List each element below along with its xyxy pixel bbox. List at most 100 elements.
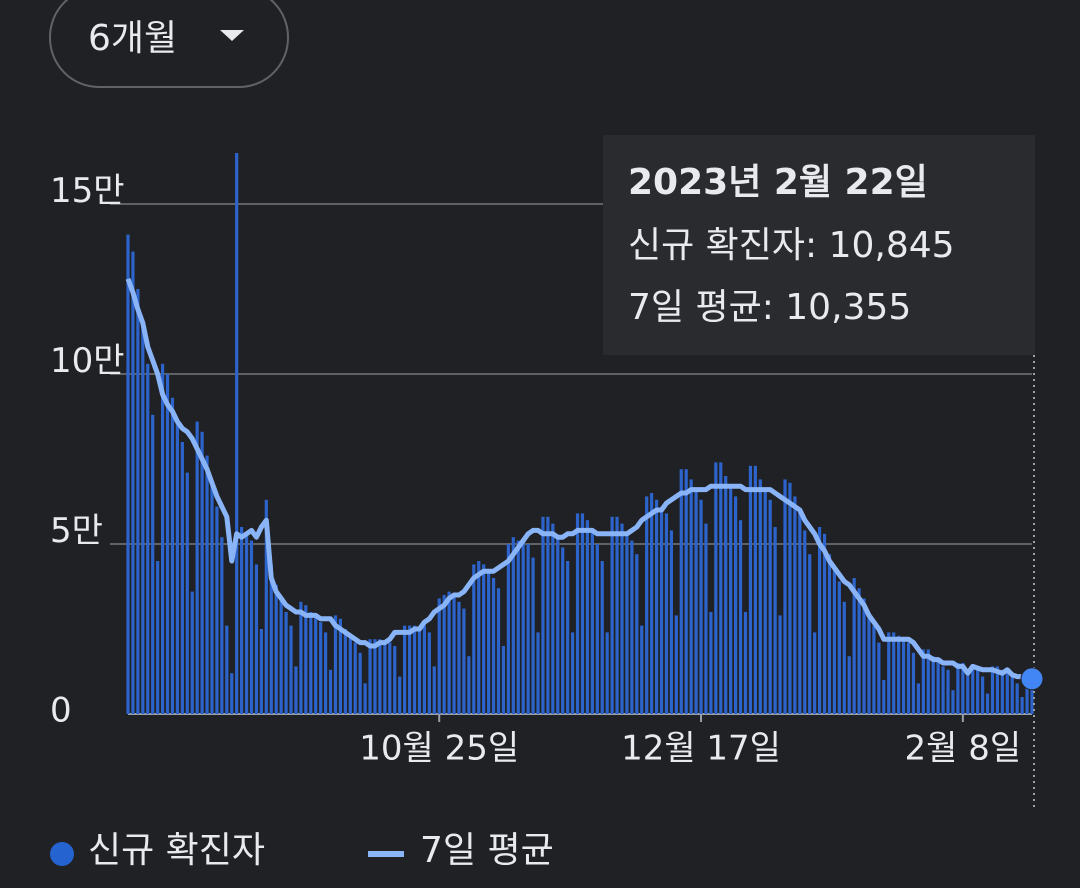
bar	[506, 544, 510, 714]
bar	[235, 153, 239, 714]
bar	[442, 595, 446, 714]
hover-point	[1020, 667, 1044, 691]
tooltip-line: 7일 평균: 10,355	[628, 287, 911, 328]
bar	[1010, 676, 1014, 714]
bar	[160, 363, 165, 714]
bar	[477, 561, 481, 714]
period-selector[interactable]	[49, 0, 289, 88]
bar	[897, 635, 901, 714]
bar	[808, 554, 812, 714]
bar	[383, 642, 387, 714]
dropdown-arrow[interactable]	[220, 30, 244, 41]
bar	[323, 632, 328, 714]
bar	[175, 421, 179, 714]
bar	[931, 656, 935, 714]
bar	[699, 499, 703, 714]
bar	[768, 499, 772, 714]
bar	[847, 656, 851, 714]
bar	[220, 537, 224, 714]
bar	[432, 666, 436, 714]
bar	[901, 639, 906, 714]
bar	[343, 629, 347, 714]
bar	[1000, 669, 1004, 714]
bar	[743, 612, 748, 714]
bar	[966, 669, 970, 714]
bar	[412, 625, 417, 714]
bar	[595, 544, 599, 714]
bar	[862, 598, 866, 714]
bar	[190, 591, 194, 714]
bar	[136, 289, 140, 714]
bar	[852, 578, 856, 714]
period-label[interactable]: 6개월	[88, 18, 177, 59]
bar	[309, 612, 313, 714]
bar	[758, 479, 762, 714]
bar	[640, 625, 644, 714]
bar	[788, 482, 792, 714]
bar	[813, 632, 817, 714]
bar	[279, 598, 283, 714]
bar	[403, 625, 407, 714]
y-tick-label: 0	[50, 691, 72, 731]
bar	[210, 482, 214, 714]
bar	[427, 632, 431, 714]
bar	[734, 496, 738, 714]
bar	[264, 499, 268, 714]
bar	[961, 663, 965, 714]
average-line	[125, 277, 1033, 682]
bar	[951, 690, 955, 714]
bar	[249, 540, 254, 714]
bar	[240, 527, 244, 714]
bar	[333, 615, 338, 714]
bar	[304, 605, 308, 714]
bar	[141, 323, 145, 714]
bar	[314, 615, 318, 714]
tooltip-line: 신규 확진자: 10,845	[628, 225, 955, 266]
bar	[566, 561, 570, 714]
bar	[373, 639, 377, 714]
bar	[496, 588, 501, 714]
bar	[358, 652, 362, 714]
x-tick-label: 2월 8일	[905, 729, 1022, 769]
bar	[516, 540, 520, 714]
bar	[729, 486, 733, 714]
bar	[274, 584, 278, 714]
bar	[417, 629, 422, 714]
bar	[585, 520, 590, 714]
bar	[294, 666, 298, 714]
bar	[916, 683, 920, 714]
bar	[911, 652, 916, 714]
bar	[650, 493, 654, 714]
bar	[778, 615, 782, 714]
y-tick-label: 5만	[50, 511, 103, 551]
bar	[753, 465, 757, 714]
bar	[299, 601, 303, 714]
x-tick-label: 12월 17일	[621, 729, 781, 769]
bar	[185, 472, 189, 714]
bar	[684, 469, 688, 714]
bar	[827, 554, 832, 714]
bar	[1005, 669, 1009, 714]
bar	[259, 629, 263, 714]
bar	[570, 632, 575, 714]
bar	[817, 527, 822, 714]
bar	[921, 649, 925, 714]
bar	[151, 414, 155, 714]
bar	[709, 612, 713, 714]
bar	[1025, 673, 1029, 714]
bar	[936, 659, 940, 714]
bar	[348, 635, 352, 714]
bar	[462, 608, 466, 714]
bar	[669, 530, 673, 714]
bar	[353, 642, 357, 714]
bar	[546, 516, 550, 714]
bar	[482, 564, 486, 714]
bar	[783, 479, 787, 714]
bar	[556, 537, 560, 714]
bar	[541, 516, 545, 714]
bar	[447, 591, 451, 714]
bar	[580, 513, 585, 714]
bar	[704, 523, 708, 714]
bar	[225, 625, 229, 714]
bar	[165, 374, 170, 714]
